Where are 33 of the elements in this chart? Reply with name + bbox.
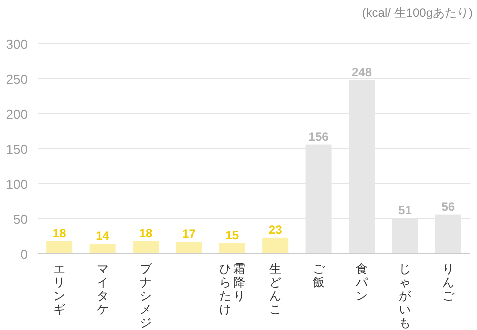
x-tick-label: ご飯 — [312, 262, 326, 290]
bar — [262, 238, 289, 254]
data-label: 17 — [182, 227, 196, 242]
data-label: 15 — [226, 228, 240, 242]
data-label: 23 — [268, 222, 283, 237]
bar — [176, 242, 202, 254]
x-tick-label: マイタケ — [96, 262, 109, 316]
bar — [133, 241, 159, 254]
bar — [46, 241, 73, 254]
x-tick-label: 生どんこ — [270, 262, 282, 316]
data-label: 18 — [52, 226, 67, 240]
x-tick-label: りんご — [442, 262, 456, 303]
bar — [219, 244, 246, 254]
x-tick-label: 食パン — [355, 262, 369, 303]
x-tick-label: 霜降りひらたけ — [219, 262, 246, 316]
y-tick-label: 150 — [6, 142, 28, 157]
x-tick-label: じゃがいも — [399, 262, 412, 330]
x-tick-label: エリンギ — [54, 262, 66, 316]
data-label: 51 — [398, 203, 412, 218]
y-tick-label: 100 — [6, 177, 28, 192]
y-tick-label: 200 — [6, 107, 28, 122]
y-tick-label: 250 — [6, 72, 28, 87]
data-label: 156 — [308, 130, 330, 144]
bar — [90, 244, 116, 254]
y-tick-label: 0 — [20, 247, 28, 262]
data-label: 248 — [352, 65, 372, 80]
data-label: 56 — [442, 200, 456, 214]
x-tick-label: ブナシメジ — [140, 262, 153, 330]
y-tick-label: 300 — [6, 37, 28, 52]
text: (kcal/ 生100gあたり) — [362, 6, 473, 20]
y-tick-label: 50 — [14, 212, 28, 227]
data-label: 18 — [139, 226, 153, 240]
data-label: 14 — [96, 229, 110, 244]
